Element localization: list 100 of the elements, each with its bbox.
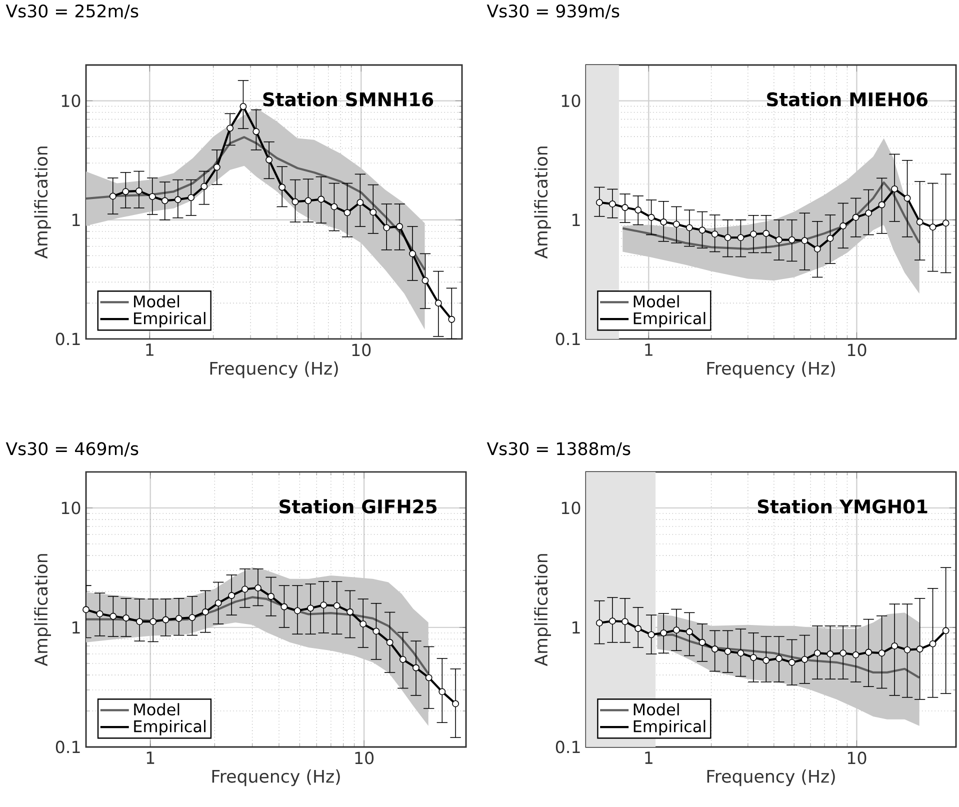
y-tick-label: 1 xyxy=(572,214,580,226)
x-axis-title: Frequency (Hz) xyxy=(707,769,835,786)
point xyxy=(686,628,693,636)
point xyxy=(724,648,732,655)
legend-label: Model xyxy=(134,703,180,716)
point xyxy=(386,638,394,646)
point xyxy=(396,223,404,230)
point xyxy=(82,606,90,614)
point xyxy=(292,198,299,206)
point xyxy=(135,187,142,194)
point xyxy=(434,300,442,307)
point xyxy=(865,210,872,217)
point xyxy=(634,625,642,632)
x-axis-title: Frequency (Hz) xyxy=(212,769,340,786)
point xyxy=(150,618,157,626)
x-tick-label: 10 xyxy=(355,752,374,764)
point xyxy=(254,584,262,592)
y-tick-label: 0.1 xyxy=(56,332,80,346)
chart-title: Vs30 = 1388m/s xyxy=(486,442,630,457)
annotation: Station SMNH16 xyxy=(263,92,434,106)
point xyxy=(878,201,886,208)
point xyxy=(648,631,655,638)
y-tick-label: 1 xyxy=(572,621,580,634)
y-tick-label: 10 xyxy=(562,502,580,514)
point xyxy=(161,197,168,204)
point xyxy=(330,203,338,210)
point xyxy=(762,230,770,237)
point xyxy=(202,608,209,616)
point xyxy=(360,620,367,628)
point xyxy=(840,222,847,230)
point xyxy=(698,226,706,234)
point xyxy=(634,206,642,214)
point xyxy=(724,234,732,242)
point xyxy=(174,196,182,204)
point xyxy=(409,250,416,258)
point xyxy=(200,182,208,190)
y-axis-title: Amplification xyxy=(34,554,51,666)
point xyxy=(891,642,898,650)
point xyxy=(660,218,668,226)
point xyxy=(648,214,655,221)
point xyxy=(356,199,364,206)
point xyxy=(110,612,117,620)
point xyxy=(294,607,301,614)
point xyxy=(438,688,446,696)
legend-label: Model xyxy=(634,703,679,716)
point xyxy=(750,654,757,662)
x-tick-label: 10 xyxy=(848,344,866,356)
point xyxy=(346,608,354,616)
y-axis-title: Amplification xyxy=(534,146,551,259)
point xyxy=(422,276,429,284)
point xyxy=(96,610,104,618)
point xyxy=(622,618,628,626)
chart-title: Vs30 = 252m/s xyxy=(6,4,138,19)
annotation: Station MIEH06 xyxy=(767,92,928,106)
point xyxy=(814,650,821,657)
legend-label: Model xyxy=(634,295,679,308)
point xyxy=(318,196,325,203)
legend-label: Empirical xyxy=(134,720,206,736)
point xyxy=(412,664,420,672)
point xyxy=(686,224,693,232)
point xyxy=(826,650,834,658)
point xyxy=(737,234,744,242)
point xyxy=(672,220,680,228)
point xyxy=(399,656,406,663)
point xyxy=(109,192,116,200)
point xyxy=(241,586,248,593)
point xyxy=(660,629,668,636)
point xyxy=(596,199,603,206)
annotation: Station GIFH25 xyxy=(280,499,437,514)
x-axis-title: Frequency (Hz) xyxy=(707,361,835,378)
point xyxy=(122,614,130,622)
point xyxy=(622,204,628,211)
point xyxy=(280,603,288,610)
point xyxy=(148,193,156,200)
point xyxy=(916,218,924,226)
y-axis-title: Amplification xyxy=(534,554,551,666)
point xyxy=(596,620,603,626)
point xyxy=(240,103,247,110)
x-tick-label: 1 xyxy=(146,752,154,764)
point xyxy=(942,220,950,227)
point xyxy=(929,640,936,648)
y-tick-label: 0.1 xyxy=(556,740,580,754)
x-tick-label: 1 xyxy=(146,344,154,356)
point xyxy=(852,214,860,221)
point xyxy=(268,592,274,600)
point xyxy=(891,185,898,192)
y-tick-label: 0.1 xyxy=(56,740,80,754)
point xyxy=(801,656,808,663)
point xyxy=(942,627,950,634)
point xyxy=(188,614,196,622)
point xyxy=(226,124,234,132)
x-tick-label: 10 xyxy=(848,752,866,764)
point xyxy=(788,236,796,244)
point xyxy=(801,237,808,244)
point xyxy=(162,616,170,624)
point xyxy=(852,651,860,658)
point xyxy=(304,197,312,204)
x-tick-label: 10 xyxy=(352,344,371,356)
point xyxy=(188,194,195,202)
annotation: Station YMGH01 xyxy=(758,499,928,514)
